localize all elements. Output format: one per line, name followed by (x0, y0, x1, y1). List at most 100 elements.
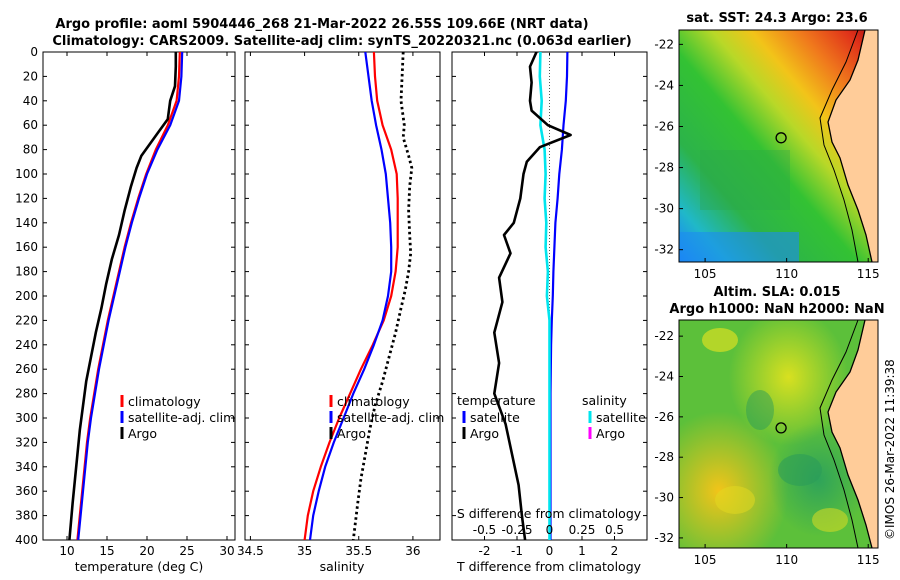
sla-map-title-line1: Altim. SLA: 0.015 (714, 285, 841, 300)
x-tick-label: 25 (179, 544, 194, 558)
legend-label-temp-argo: Argo (470, 426, 499, 441)
s-difference-label: S difference from climatology (457, 506, 642, 521)
series-line-salinity-satellite (538, 52, 551, 540)
y-tick-label: 360 (15, 484, 38, 498)
sst-map-frame (678, 29, 879, 263)
y-tick-label: 260 (15, 362, 38, 376)
map-lat-label: -24 (654, 78, 674, 92)
salinity-xlabel: salinity (320, 559, 365, 574)
map-lat-label: -30 (654, 491, 674, 505)
y-tick-label: 300 (15, 411, 38, 425)
land-mass (828, 320, 878, 548)
series-line-argo (68, 52, 178, 540)
x-tick-label: -2 (479, 544, 491, 558)
argo-float-marker (775, 422, 787, 434)
y-tick-label: 240 (15, 338, 38, 352)
difference-xlabel: T difference from climatology (456, 559, 642, 574)
x-tick-label: 35 (297, 544, 312, 558)
x-tick-label: 10 (59, 544, 74, 558)
imos-timestamp: ©IMOS 26-Mar-2022 11:39:38 (883, 359, 897, 540)
legend-label-temp-satellite: satellite (470, 410, 520, 425)
y-tick-label: 20 (23, 69, 38, 83)
temperature-axes (42, 51, 236, 541)
legend-label-climatology: climatology (128, 394, 201, 409)
x-tick-label: 0 (546, 544, 554, 558)
s-diff-tick-label: 0 (546, 523, 554, 537)
map-lon-label: 110 (775, 267, 798, 281)
y-tick-label: 320 (15, 435, 38, 449)
difference-legend: temperature satellite Argo salinity sate… (457, 393, 646, 441)
sla-map-title-line2: Argo h1000: NaN h2000: NaN (669, 302, 884, 317)
map-lon-label: 105 (694, 267, 717, 281)
legend-title-salinity: salinity (582, 393, 627, 408)
s-diff-tick-label: 0.5 (605, 523, 624, 537)
legend-label-satellite: satellite-adj. clim (337, 410, 444, 425)
chart-title-line2: Climatology: CARS2009. Satellite-adj cli… (52, 34, 631, 49)
y-tick-label: 380 (15, 509, 38, 523)
x-tick-label: 20 (139, 544, 154, 558)
legend-label-argo: Argo (337, 426, 366, 441)
s-diff-tick-label: -0.25 (501, 523, 532, 537)
sst-map-title: sat. SST: 24.3 Argo: 23.6 (686, 11, 867, 26)
legend-label-satellite: satellite-adj. clim (128, 410, 235, 425)
x-tick-label: 30 (219, 544, 234, 558)
map-lat-label: -30 (654, 202, 674, 216)
map-lat-label: -22 (654, 329, 674, 343)
map-lon-label: 110 (775, 553, 798, 567)
x-tick-label: 36 (405, 544, 420, 558)
salinity-legend: climatology satellite-adj. clim Argo (329, 394, 444, 441)
sla-map-frame (678, 319, 879, 549)
legend-label-sal-satellite: satellite (596, 410, 646, 425)
legend-label-climatology: climatology (337, 394, 410, 409)
temperature-xlabel: temperature (deg C) (75, 559, 204, 574)
y-tick-label: 340 (15, 460, 38, 474)
y-tick-label: 400 (15, 533, 38, 547)
y-tick-label: 100 (15, 167, 38, 181)
series-line-argo (351, 52, 414, 540)
y-tick-label: 200 (15, 289, 38, 303)
x-tick-label: 1 (578, 544, 586, 558)
map-lat-label: -32 (654, 531, 674, 545)
coastline (827, 30, 873, 262)
map-lat-label: -24 (654, 369, 674, 383)
sla-map (679, 320, 878, 548)
chart-title-line1: Argo profile: aoml 5904446_268 21-Mar-20… (55, 17, 588, 32)
argo-float-marker (775, 132, 787, 144)
legend-title-temperature: temperature (457, 393, 536, 408)
x-tick-label: -1 (511, 544, 523, 558)
y-tick-label: 80 (23, 143, 38, 157)
legend-label-sal-argo: Argo (596, 426, 625, 441)
map-lat-label: -26 (654, 119, 674, 133)
map-lat-label: -32 (654, 243, 674, 257)
s-diff-tick-label: -0.5 (473, 523, 496, 537)
y-tick-label: 120 (15, 191, 38, 205)
series-line-satellite-adj-clim (77, 52, 184, 540)
shelf-contour (819, 30, 859, 262)
salinity-axes (244, 51, 441, 541)
x-tick-label: 34.5 (237, 544, 264, 558)
y-tick-label: 40 (23, 94, 38, 108)
y-tick-label: 180 (15, 265, 38, 279)
y-tick-label: 160 (15, 240, 38, 254)
series-line-temperature-argo (492, 52, 572, 540)
y-tick-label: 220 (15, 313, 38, 327)
x-tick-label: 15 (99, 544, 114, 558)
legend-label-argo: Argo (128, 426, 157, 441)
s-diff-tick-label: 0.25 (569, 523, 596, 537)
y-tick-label: 280 (15, 387, 38, 401)
map-lon-label: 105 (694, 553, 717, 567)
sst-map (679, 30, 878, 262)
land-mass (828, 30, 878, 262)
series-line-temperature-satellite (549, 52, 569, 540)
x-tick-label: 2 (611, 544, 619, 558)
coastline (827, 320, 873, 548)
map-lon-label: 115 (857, 553, 880, 567)
map-lat-label: -22 (654, 37, 674, 51)
map-lat-label: -28 (654, 161, 674, 175)
y-tick-label: 0 (30, 45, 38, 59)
temperature-legend: climatology satellite-adj. clim Argo (120, 394, 235, 441)
x-tick-label: 35.5 (345, 544, 372, 558)
y-tick-label: 60 (23, 118, 38, 132)
map-lon-label: 115 (857, 267, 880, 281)
